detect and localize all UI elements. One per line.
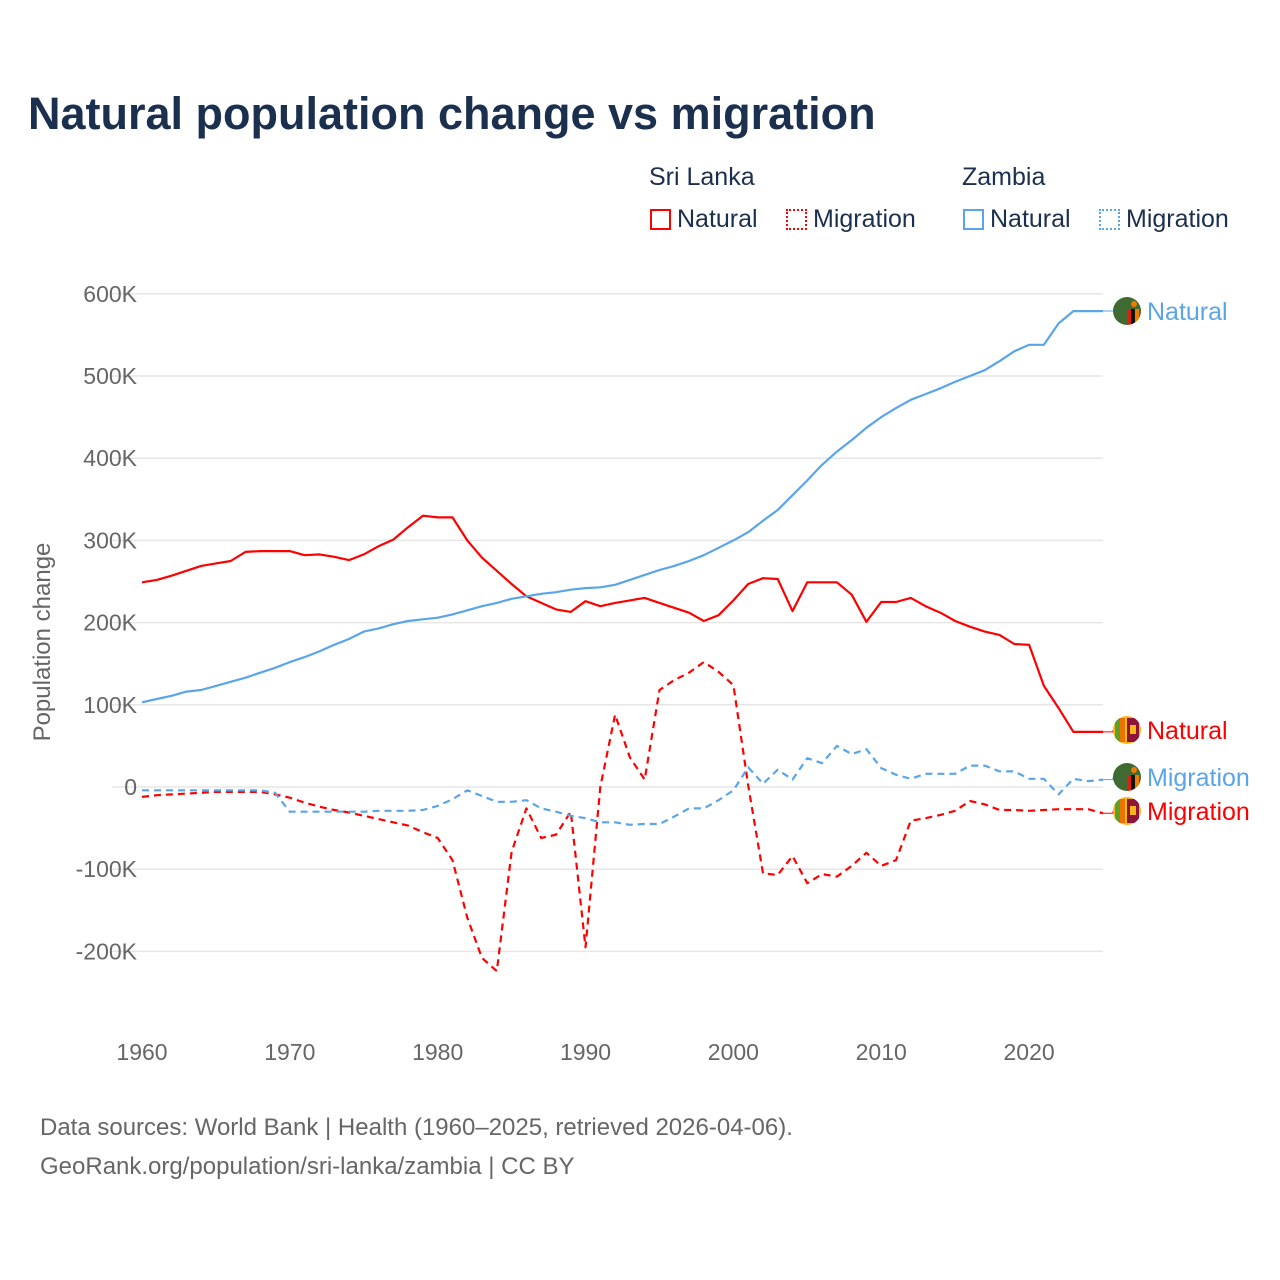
legend-swatch — [786, 209, 807, 230]
series-line-sri-lanka-migration[interactable] — [141, 661, 1104, 973]
zambia-flag-icon — [1113, 763, 1141, 791]
series-line-zambia-natural[interactable] — [141, 310, 1103, 704]
x-tick-label: 1990 — [560, 1039, 611, 1065]
series-line-sri-lanka-natural[interactable] — [141, 514, 1103, 733]
y-axis-label: Population change — [29, 543, 56, 742]
end-label: Migration — [1147, 798, 1250, 826]
legend-label: Migration — [813, 205, 916, 233]
x-tick-label: 1960 — [116, 1039, 167, 1065]
y-tick-label: 0 — [124, 774, 137, 800]
footer: Data sources: World Bank | Health (1960–… — [40, 1108, 793, 1186]
x-tick-label: 2000 — [708, 1039, 759, 1065]
x-tick-label: 1970 — [264, 1039, 315, 1065]
end-label-connector — [1103, 777, 1114, 781]
end-label-connector — [1103, 730, 1114, 733]
legend-swatch — [963, 209, 984, 230]
legend-swatch — [650, 209, 671, 230]
legend-group-sri-lanka: Sri Lanka — [649, 163, 755, 191]
end-label-connector — [1103, 811, 1114, 814]
end-label: Migration — [1147, 764, 1250, 792]
y-tick-label: -200K — [76, 938, 138, 964]
y-tick-label: 300K — [83, 527, 137, 553]
end-label: Natural — [1147, 298, 1228, 326]
zambia-flag-icon — [1113, 297, 1141, 325]
legend-item-sri-lanka-migration[interactable]: Migration — [786, 205, 916, 234]
source-link[interactable]: GeoRank.org/population/sri-lanka/zambia … — [40, 1153, 575, 1180]
legend-label: Migration — [1126, 205, 1229, 233]
y-tick-label: 600K — [83, 281, 137, 307]
x-tick-label: 2020 — [1003, 1039, 1054, 1065]
y-tick-label: 200K — [83, 610, 137, 636]
end-label: Natural — [1147, 717, 1228, 745]
legend-swatch — [1099, 209, 1120, 230]
sri-lanka-flag-icon — [1113, 716, 1141, 744]
sri-lanka-flag-icon — [1113, 797, 1141, 825]
legend-group-zambia: Zambia — [962, 163, 1046, 191]
legend-item-zambia-natural[interactable]: Natural — [963, 205, 1071, 234]
y-tick-label: 400K — [83, 445, 137, 471]
legend-item-zambia-migration[interactable]: Migration — [1099, 205, 1229, 234]
legend-item-sri-lanka-natural[interactable]: Natural — [650, 205, 758, 234]
legend-label: Natural — [990, 205, 1071, 233]
x-tick-label: 1980 — [412, 1039, 463, 1065]
legend-label: Natural — [677, 205, 758, 233]
series-line-zambia-migration[interactable] — [142, 744, 1104, 826]
y-tick-label: -100K — [76, 856, 138, 882]
data-source-text: Data sources: World Bank | Health (1960–… — [40, 1114, 793, 1141]
x-tick-label: 2010 — [856, 1039, 907, 1065]
y-tick-label: 100K — [83, 692, 137, 718]
y-tick-label: 500K — [83, 363, 137, 389]
chart-title: Natural population change vs migration — [28, 88, 876, 139]
